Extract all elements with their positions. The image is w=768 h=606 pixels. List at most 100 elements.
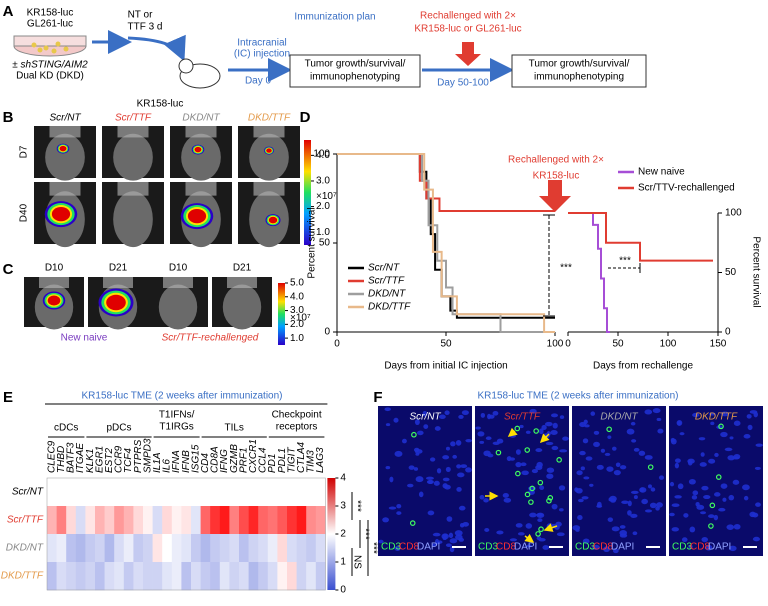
stain-label: CD8 bbox=[399, 542, 419, 553]
heatmap-cell bbox=[315, 534, 326, 563]
gene-label: KLK1 bbox=[85, 449, 96, 473]
cell bbox=[63, 46, 69, 52]
heatmap-cell bbox=[315, 562, 326, 591]
nucleus bbox=[724, 447, 733, 452]
nucleus bbox=[729, 545, 737, 552]
stain-label: DAPI bbox=[708, 542, 731, 553]
nucleus bbox=[456, 464, 462, 469]
nucleus bbox=[541, 424, 547, 431]
heatmap-cell bbox=[210, 534, 221, 563]
arrow bbox=[127, 34, 186, 62]
nucleus bbox=[446, 516, 453, 522]
nucleus bbox=[692, 412, 700, 418]
nucleus bbox=[701, 537, 708, 543]
heatmap-cell bbox=[114, 506, 125, 535]
nucleus bbox=[382, 517, 390, 523]
text: receptors bbox=[276, 422, 318, 433]
nucleus bbox=[394, 545, 401, 552]
cd3-cell bbox=[546, 497, 552, 504]
red-arrow bbox=[455, 42, 481, 66]
significance: *** bbox=[619, 256, 631, 267]
heatmap-cell bbox=[315, 506, 326, 535]
text: KR158-luc bbox=[137, 99, 184, 110]
heatmap-cell bbox=[219, 534, 230, 563]
nucleus bbox=[754, 466, 761, 470]
nucleus bbox=[593, 441, 600, 447]
heatmap-cell bbox=[95, 478, 105, 507]
nucleus bbox=[488, 414, 495, 419]
text: Day 0 bbox=[245, 76, 272, 87]
heatmap-cell bbox=[306, 534, 317, 563]
heatmap-cell bbox=[277, 562, 288, 591]
nucleus bbox=[389, 476, 394, 483]
nucleus bbox=[445, 446, 451, 451]
nucleus bbox=[559, 508, 564, 512]
text: D10 bbox=[169, 263, 188, 274]
nucleus bbox=[714, 452, 719, 458]
colorbar-tick-label: 3 bbox=[340, 501, 346, 512]
nucleus bbox=[439, 414, 446, 419]
text: D10 bbox=[45, 263, 64, 274]
heatmap-cell bbox=[181, 478, 192, 507]
nucleus bbox=[521, 470, 529, 476]
ear-bar bbox=[253, 126, 285, 138]
x-tick-label: 150 bbox=[710, 339, 727, 350]
cell bbox=[51, 48, 57, 54]
heatmap-cell bbox=[152, 478, 163, 507]
nucleus bbox=[442, 455, 450, 460]
nucleus bbox=[519, 424, 524, 429]
heatmap-cell bbox=[56, 534, 67, 563]
gene-label: TCF4 bbox=[123, 448, 134, 473]
heatmap-cell bbox=[219, 562, 230, 591]
nucleus bbox=[546, 467, 555, 473]
nucleus bbox=[644, 455, 653, 460]
text: New naive bbox=[61, 333, 108, 344]
nucleus bbox=[615, 462, 621, 467]
heatmap-cell bbox=[171, 562, 182, 591]
gene-label: CCR9 bbox=[114, 445, 125, 473]
heatmap-cell bbox=[181, 506, 192, 535]
heatmap-cell bbox=[143, 534, 153, 563]
significance: *** bbox=[351, 500, 362, 512]
nucleus bbox=[627, 510, 632, 516]
nucleus bbox=[432, 532, 441, 537]
gene-label: IFNB bbox=[181, 450, 192, 473]
text: Scr/TTF bbox=[115, 113, 152, 124]
colorbar-tick-label: 4 bbox=[340, 473, 346, 484]
ear-bar bbox=[253, 182, 285, 196]
colorbar-tick-label: 1 bbox=[340, 557, 346, 568]
heatmap-cell bbox=[114, 478, 125, 507]
heatmap-cell bbox=[162, 506, 173, 535]
text: Tumor growth/survival/ bbox=[529, 59, 630, 70]
heatmap-cell bbox=[123, 478, 134, 507]
text: Rechallenged with 2× bbox=[508, 155, 604, 166]
colorbar-tick-label: 2.0 bbox=[316, 201, 330, 212]
cd3-cell bbox=[647, 464, 654, 470]
heatmap-cell bbox=[239, 506, 249, 535]
nucleus bbox=[442, 477, 450, 482]
nucleus bbox=[733, 420, 741, 426]
gene-label: CCL4 bbox=[258, 447, 269, 473]
survival-curve bbox=[568, 212, 713, 262]
nucleus bbox=[458, 505, 466, 511]
nucleus bbox=[384, 407, 391, 412]
nucleus bbox=[732, 479, 740, 485]
gene-label: ISG15 bbox=[190, 444, 201, 473]
nucleus bbox=[531, 469, 539, 474]
heatmap-cell bbox=[248, 506, 259, 535]
mouse-body bbox=[249, 133, 289, 181]
heatmap-cell bbox=[75, 506, 86, 535]
colorbar-unit: ×10⁷ bbox=[290, 313, 311, 324]
heatmap-cell bbox=[85, 478, 96, 507]
text: DKD/NT bbox=[182, 113, 220, 124]
nucleus bbox=[429, 457, 436, 462]
nucleus bbox=[415, 476, 424, 483]
nucleus bbox=[705, 544, 713, 551]
nucleus bbox=[536, 461, 543, 468]
heatmap-cell bbox=[258, 506, 269, 535]
heatmap-cell bbox=[219, 506, 230, 535]
x-tick-label: 0 bbox=[334, 339, 340, 350]
nucleus bbox=[656, 417, 662, 422]
nucleus bbox=[700, 452, 705, 457]
gene-label: GZMB bbox=[229, 444, 240, 473]
